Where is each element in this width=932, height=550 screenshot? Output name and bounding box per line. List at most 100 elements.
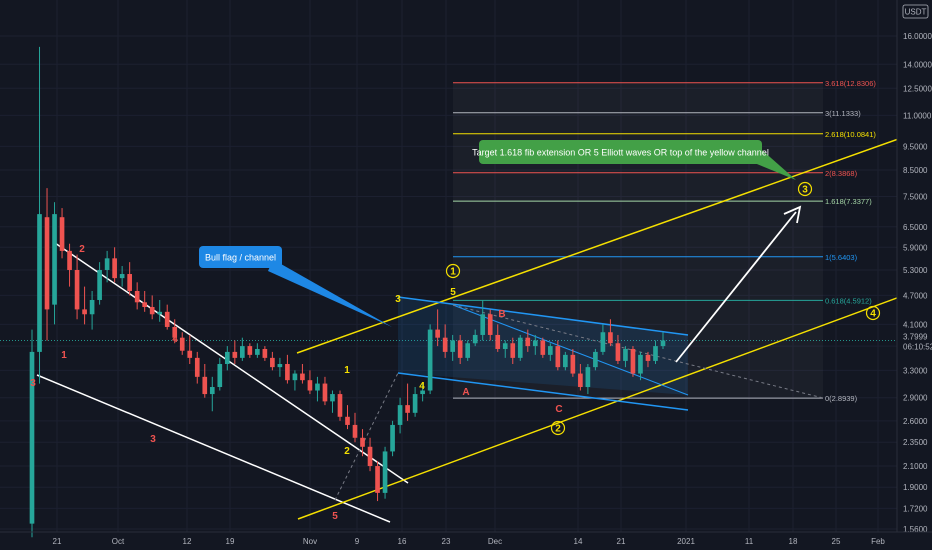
candle-body bbox=[435, 329, 440, 338]
falling-channel-bottom bbox=[36, 374, 391, 523]
candle-body bbox=[232, 351, 238, 358]
candle-body bbox=[262, 348, 268, 358]
circled-wave-ring bbox=[797, 181, 813, 197]
time-tick-label: 23 bbox=[442, 537, 451, 546]
price-tick-label: 4.7000 bbox=[903, 291, 928, 300]
wave-label: 4 bbox=[419, 381, 425, 392]
candle-body bbox=[623, 348, 628, 361]
candle-body bbox=[563, 354, 568, 368]
target-arrow-line bbox=[675, 211, 797, 363]
price-axis[interactable]: 16.0000 14.0000 12.5000 11.0000 9.5000 8.5000… bbox=[898, 32, 932, 534]
price-tick-label: 7.5000 bbox=[903, 192, 928, 201]
wave-label: 3 bbox=[30, 378, 36, 389]
wave-label: 1 bbox=[61, 350, 67, 361]
candle-body bbox=[608, 332, 613, 344]
wave-label: 5 bbox=[332, 511, 338, 522]
fib-level-label: 3(11.1333) bbox=[825, 109, 861, 118]
candle-body bbox=[179, 337, 185, 351]
candle-body bbox=[547, 346, 553, 355]
candle-body bbox=[37, 214, 42, 352]
fib-level-label: 0(2.8939) bbox=[825, 394, 858, 403]
candle-body bbox=[29, 351, 35, 524]
candle-body bbox=[89, 299, 95, 315]
price-axis-background bbox=[897, 0, 932, 550]
candle-body bbox=[465, 343, 471, 358]
candle-body bbox=[397, 405, 403, 425]
time-tick-label: 19 bbox=[226, 537, 235, 546]
candle-body bbox=[382, 451, 388, 493]
candle-body bbox=[420, 390, 425, 395]
price-tick-label: 1.9000 bbox=[903, 483, 928, 492]
time-tick-label: 21 bbox=[53, 537, 62, 546]
circled-wave-ring bbox=[445, 263, 461, 279]
bull-flag-callout-box[interactable] bbox=[199, 246, 282, 268]
candle-body bbox=[645, 354, 651, 361]
time-tick-label: 18 bbox=[789, 537, 798, 546]
candle-body bbox=[600, 332, 606, 352]
flag-top-line bbox=[397, 296, 689, 336]
candle-body bbox=[134, 290, 140, 303]
candle-body bbox=[74, 269, 80, 310]
price-tick-label: 4.1000 bbox=[903, 320, 928, 329]
circled-wave-label: 2 bbox=[555, 424, 561, 435]
candle-body bbox=[255, 348, 260, 355]
candle-body bbox=[44, 217, 50, 310]
circled-wave-label: 3 bbox=[802, 185, 808, 196]
candle-body bbox=[209, 387, 215, 395]
wave-labels: 1 2 3 4 3 5 1 2 3 4 5 A B C 1 2 3 4 bbox=[30, 181, 881, 522]
candle-body bbox=[412, 394, 418, 413]
candle-body bbox=[570, 354, 576, 374]
target-pointer bbox=[752, 150, 796, 180]
price-tick-label: 2.1000 bbox=[903, 462, 928, 471]
time-tick-label: Dec bbox=[488, 537, 502, 546]
target-callout-box[interactable] bbox=[479, 140, 762, 164]
candle-body bbox=[202, 376, 208, 395]
callouts: Bull flag / channel Target 1.618 fib exte… bbox=[199, 140, 796, 327]
circled-wave-label: 4 bbox=[870, 309, 876, 320]
price-tick-label: 16.0000 bbox=[903, 32, 932, 41]
wave-label: 3 bbox=[395, 294, 401, 305]
time-tick-label: 14 bbox=[574, 537, 583, 546]
currency-badge[interactable]: USDT bbox=[902, 4, 929, 19]
price-tick-label: 5.3000 bbox=[903, 266, 928, 275]
fib-extension-zone: 3.618(12.8306) 3(11.1333) 2.618(10.0841) 2(… bbox=[453, 79, 876, 403]
candle-body bbox=[82, 309, 87, 315]
price-tick-label: 1.5600 bbox=[903, 525, 928, 534]
price-tick-label: 2.6000 bbox=[903, 417, 928, 426]
wave-label: 1 bbox=[344, 365, 350, 376]
candle-body bbox=[127, 274, 132, 291]
candle-body bbox=[172, 326, 178, 338]
fib-level-label: 0.618(4.5912) bbox=[825, 296, 872, 305]
wave-label: 2 bbox=[79, 244, 85, 255]
candle-body bbox=[104, 258, 110, 270]
candle-body bbox=[97, 269, 102, 300]
candle-body bbox=[480, 314, 486, 335]
candle-body bbox=[615, 343, 621, 361]
fib-level-label: 2(8.3868) bbox=[825, 169, 858, 178]
rising-channel-bottom bbox=[297, 284, 932, 520]
candle-body bbox=[247, 346, 253, 355]
price-tick-label: 2.3500 bbox=[903, 438, 928, 447]
candle-body bbox=[285, 364, 290, 381]
time-tick-label: 12 bbox=[183, 537, 192, 546]
candle-body bbox=[555, 346, 561, 368]
candle-body bbox=[277, 364, 283, 368]
candle-body bbox=[660, 340, 666, 347]
candle-body bbox=[450, 340, 455, 352]
price-tick-label: 5.9000 bbox=[903, 243, 928, 252]
time-axis[interactable]: 21 Oct 12 19 Nov 9 16 23 Dec 14 21 2021 11 18 25 Feb bbox=[53, 537, 886, 546]
time-tick-label: 9 bbox=[355, 537, 360, 546]
candle-body bbox=[427, 329, 433, 391]
time-tick-label: 16 bbox=[398, 537, 407, 546]
candle-body bbox=[510, 343, 516, 358]
candle-body bbox=[525, 337, 531, 347]
candle-body bbox=[59, 217, 65, 251]
candle-body bbox=[405, 405, 410, 413]
candle-body bbox=[300, 373, 305, 381]
time-tick-label: Nov bbox=[303, 537, 317, 546]
circled-wave-ring bbox=[550, 420, 566, 436]
circled-wave-ring bbox=[865, 305, 881, 321]
current-price-box bbox=[898, 331, 932, 352]
candle-body bbox=[457, 340, 463, 358]
